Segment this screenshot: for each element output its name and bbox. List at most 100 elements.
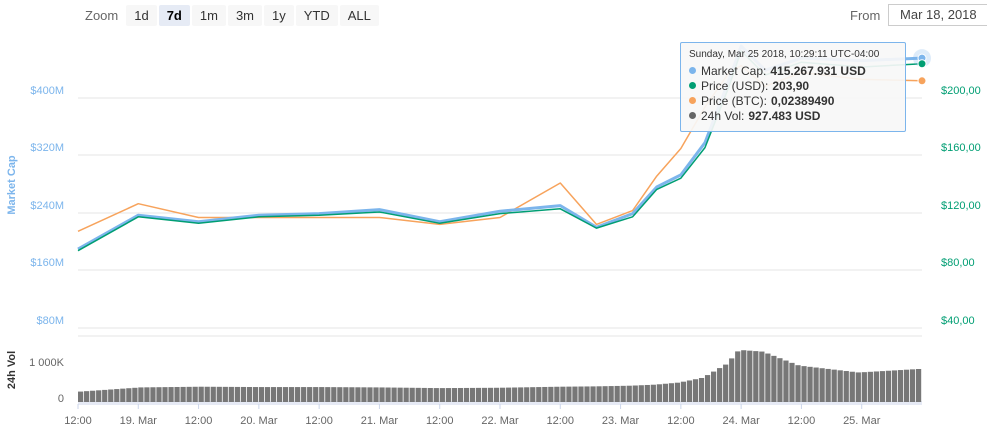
volume-bar xyxy=(644,384,650,402)
right-tick-label: $40,00 xyxy=(941,315,975,327)
volume-bar xyxy=(572,386,578,402)
right-axis: $200,00 $160,00 $120,00 $80,00 $40,00 xyxy=(941,85,981,327)
from-label: From xyxy=(850,7,881,23)
volume-bar xyxy=(337,387,343,402)
volume-bar xyxy=(355,387,361,402)
volume-bar xyxy=(632,385,638,402)
volume-bar xyxy=(307,387,313,402)
volume-bar xyxy=(361,387,367,402)
volume-bar xyxy=(735,351,741,402)
volume-bar xyxy=(650,384,656,402)
volume-bar xyxy=(620,385,626,402)
zoom-button-all[interactable]: ALL xyxy=(339,4,379,26)
volume-bar xyxy=(180,386,186,402)
volume-bar xyxy=(518,387,524,402)
volume-bar xyxy=(885,370,892,402)
volume-bar xyxy=(409,387,415,402)
volume-bar xyxy=(246,387,253,402)
zoom-button-1d[interactable]: 1d xyxy=(126,4,157,26)
volume-bar xyxy=(313,387,319,402)
x-tick-label: 12:00 xyxy=(64,415,92,427)
chart-tooltip: Sunday, Mar 25 2018, 10:29:11 UTC-04:00 … xyxy=(680,42,906,132)
tooltip-row-market-cap: Market Cap: 415.267.931 USD xyxy=(689,63,897,78)
tooltip-label: Price (BTC): xyxy=(701,93,767,108)
volume-bar xyxy=(879,371,886,402)
volume-bar xyxy=(783,360,789,402)
tooltip-label: 24h Vol: xyxy=(701,108,745,123)
volume-bar xyxy=(174,386,180,402)
volume-bar xyxy=(542,386,548,402)
volume-bars xyxy=(78,350,922,402)
volume-bar xyxy=(403,387,409,402)
price-btc-marker xyxy=(917,76,927,86)
volume-bar xyxy=(415,387,421,402)
volume-bar xyxy=(276,387,283,402)
volume-bar xyxy=(897,370,904,402)
volume-bar xyxy=(692,379,699,402)
volume-axis: 24h Vol 1 000K 0 xyxy=(6,351,65,405)
volume-bar xyxy=(331,387,337,402)
tooltip-row-price-btc: Price (BTC): 0,02389490 xyxy=(689,93,897,108)
left-tick-label: $80M xyxy=(36,315,64,327)
volume-bar xyxy=(150,387,156,402)
zoom-button-ytd[interactable]: YTD xyxy=(295,4,338,26)
volume-bar xyxy=(759,351,765,402)
volume-bar xyxy=(855,372,861,402)
volume-bar xyxy=(186,386,192,402)
volume-bar xyxy=(686,380,693,402)
market-cap-dot-icon xyxy=(689,67,696,74)
volume-bar xyxy=(831,369,837,402)
volume-bar xyxy=(156,387,162,402)
left-tick-label: $240M xyxy=(30,200,64,212)
volume-bar xyxy=(373,387,379,402)
volume-bar xyxy=(84,391,90,402)
volume-bar xyxy=(397,387,403,402)
zoom-button-1y[interactable]: 1y xyxy=(264,4,294,26)
from-date-input[interactable]: Mar 18, 2018 xyxy=(888,4,987,26)
volume-bar xyxy=(662,383,668,402)
volume-axis-title: 24h Vol xyxy=(6,351,18,389)
zoom-label: Zoom xyxy=(85,7,119,23)
volume-bar xyxy=(602,386,608,402)
left-tick-label: $160M xyxy=(30,257,64,269)
volume-bar xyxy=(548,386,554,402)
volume-bar xyxy=(813,367,819,402)
tooltip-label: Price (USD): xyxy=(701,78,769,93)
left-tick-label: $320M xyxy=(30,142,64,154)
volume-bar xyxy=(162,387,168,402)
volume-bar xyxy=(469,387,476,402)
volume-bar xyxy=(234,386,240,402)
volume-bar xyxy=(78,391,84,402)
tooltip-value: 927.483 USD xyxy=(748,108,821,123)
volume-bar xyxy=(596,386,602,402)
volume-bar xyxy=(590,386,596,402)
volume-bar xyxy=(367,387,373,402)
volume-bar xyxy=(801,366,807,402)
volume-bar xyxy=(222,386,228,402)
volume-bar xyxy=(108,389,114,402)
x-tick-label: 12:00 xyxy=(185,415,213,427)
price-usd-dot-icon xyxy=(689,82,696,89)
zoom-button-7d[interactable]: 7d xyxy=(158,4,190,26)
tooltip-value: 0,02389490 xyxy=(771,93,835,108)
volume-bar xyxy=(584,386,590,402)
volume-bar xyxy=(891,370,898,402)
x-axis: 12:00 19. Mar 12:00 20. Mar 12:00 21. Mar 12:0… xyxy=(64,403,922,427)
chart-grid xyxy=(78,97,922,403)
zoom-button-3m[interactable]: 3m xyxy=(227,4,262,26)
volume-bar xyxy=(638,385,644,402)
volume-bar xyxy=(723,364,729,402)
x-tick-label: 22. Mar xyxy=(481,415,519,427)
price-usd-marker xyxy=(917,59,927,69)
zoom-button-1m[interactable]: 1m xyxy=(191,4,226,26)
volume-bar xyxy=(282,387,289,402)
volume-bar xyxy=(566,386,572,402)
volume-bar xyxy=(264,387,271,402)
volume-bar xyxy=(451,388,457,402)
volume-bar xyxy=(126,388,132,402)
volume-bar xyxy=(849,371,855,402)
volume-bar xyxy=(656,384,662,402)
right-tick-label: $200,00 xyxy=(941,85,981,97)
volume-bar xyxy=(240,386,246,402)
